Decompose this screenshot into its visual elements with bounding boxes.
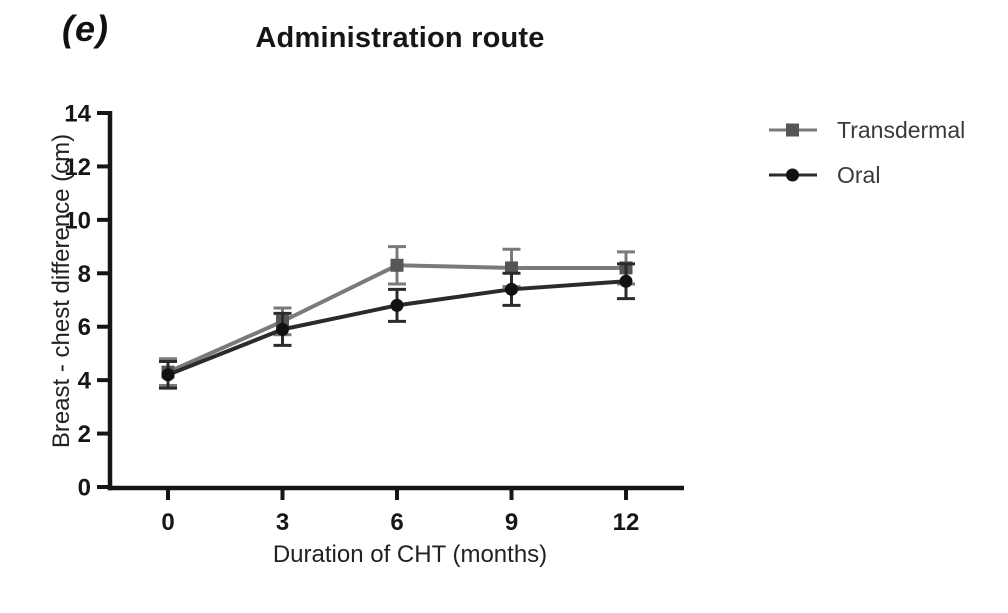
- chart-title: Administration route: [255, 22, 545, 54]
- data-point-square: [390, 258, 404, 272]
- legend-label: Oral: [837, 162, 881, 188]
- x-tick-label: 6: [390, 509, 403, 536]
- data-point-circle: [619, 274, 633, 288]
- y-tick-label: 4: [78, 368, 92, 395]
- y-tick-label: 0: [78, 475, 91, 502]
- square-marker-icon: [769, 123, 817, 137]
- y-tick-label: 8: [78, 261, 91, 288]
- y-tick-label: 6: [78, 314, 91, 341]
- x-tick-label: 9: [505, 509, 518, 536]
- legend-label: Transdermal: [837, 117, 966, 143]
- x-tick-label: 3: [276, 509, 289, 536]
- y-tick-label: 12: [64, 154, 91, 181]
- legend-item-oral: Oral: [769, 161, 965, 189]
- data-point-circle: [390, 298, 404, 312]
- x-tick-label: 0: [161, 509, 174, 536]
- circle-marker-icon: [769, 168, 817, 182]
- x-tick-label: 12: [613, 509, 640, 536]
- x-axis-label: Duration of CHT (months): [272, 541, 548, 568]
- data-point-circle: [276, 322, 289, 336]
- data-point-circle: [505, 282, 518, 296]
- y-tick-label: 10: [64, 207, 91, 234]
- legend: Transdermal Oral: [769, 116, 965, 189]
- panel-label: (e): [62, 8, 109, 49]
- y-tick-label: 14: [64, 101, 91, 128]
- data-point-circle: [161, 368, 175, 382]
- y-tick-label: 2: [78, 421, 91, 448]
- data-point-square: [505, 261, 518, 275]
- legend-item-transdermal: Transdermal: [769, 116, 965, 144]
